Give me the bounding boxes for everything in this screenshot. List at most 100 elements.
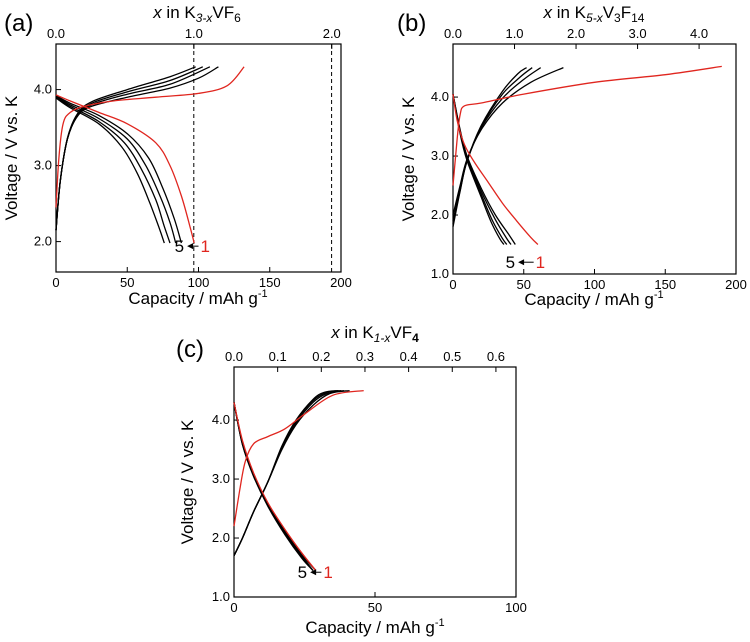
curve-a-cycle1-discharge (55, 94, 195, 244)
top-tick-label-c-5: 0.5 (443, 349, 461, 364)
curve-c-cycle3-charge (233, 389, 345, 556)
cycle-annotation-a: 15 (175, 237, 210, 256)
ticks-b: 0 50 100 150 200 1.0 2.0 3.0 4.0 0.0 1.0 2.0 3.0 4.0 (431, 26, 747, 292)
top-tick-label-c-3: 0.3 (356, 349, 374, 364)
curve-b-cycle3-discharge (452, 93, 512, 245)
plot-frame-b (452, 43, 737, 275)
curve-c-cycle5-discharge (233, 402, 314, 571)
curve-c-cycle2-discharge (233, 402, 317, 571)
top-tick-label-c-2: 0.2 (312, 349, 330, 364)
curve-a-cycle5-charge (55, 66, 196, 231)
top-tick-label-a-0: 0.0 (47, 26, 65, 41)
x-tick-label-a-3: 150 (259, 275, 281, 290)
annotation-cycle-last-a: 5 (175, 237, 184, 256)
curve-a-cycle5-discharge (55, 97, 165, 244)
x-tick-label-c-1: 50 (368, 600, 382, 615)
x-tick-label-a-1: 50 (120, 275, 134, 290)
top-tick-label-a-1: 1.0 (185, 26, 203, 41)
y-axis-title-a: Voltage / V vs. K (2, 95, 21, 220)
plot-frame-c (233, 366, 517, 598)
x-tick-label-b-3: 150 (654, 277, 676, 292)
curves-a (55, 66, 245, 244)
curve-b-cycle3-charge (452, 67, 542, 222)
curve-a-cycle3-charge (55, 66, 211, 231)
top-axis-title-a: x in K3-xVF6 (152, 3, 241, 25)
curve-c-cycle4-discharge (233, 402, 314, 571)
curve-a-cycle2-charge (55, 66, 219, 231)
annotation-cycle-first-a: 1 (201, 237, 210, 256)
panel-label-c: (c) (176, 336, 204, 363)
annotation-arrowhead-c (310, 569, 317, 576)
panel-c: (c) x in K1-xVF4 0 50 100 1.0 2.0 3.0 4.0 0.0 0.… (176, 323, 527, 637)
top-tick-label-b-0: 0.0 (444, 26, 462, 41)
x-tick-label-b-2: 100 (584, 277, 606, 292)
top-tick-label-c-6: 0.6 (487, 349, 505, 364)
y-tick-label-b-3: 4.0 (431, 89, 449, 104)
top-tick-label-b-4: 4.0 (690, 26, 708, 41)
y-tick-label-b-2: 3.0 (431, 148, 449, 163)
y-tick-label-b-0: 1.0 (431, 266, 449, 281)
x-tick-label-a-4: 200 (330, 275, 352, 290)
curve-c-cycle4-charge (233, 389, 342, 556)
x-tick-label-b-0: 0 (449, 277, 456, 292)
top-tick-label-c-1: 0.1 (269, 349, 287, 364)
x-axis-title-a: Capacity / mAh g-1 (128, 288, 267, 308)
annotation-arrowhead-a (187, 243, 194, 250)
y-tick-label-c-0: 1.0 (212, 589, 230, 604)
y-tick-label-c-3: 4.0 (212, 412, 230, 427)
curve-b-cycle1-discharge (452, 94, 539, 245)
x-axis-title-c: Capacity / mAh g-1 (305, 617, 444, 637)
top-tick-label-b-3: 3.0 (629, 26, 647, 41)
annotation-cycle-last-b: 5 (506, 253, 515, 272)
ticks-a: 0 50 100 150 200 2.0 3.0 4.0 0.0 1.0 2.0 (34, 26, 352, 290)
y-axis-title-c: Voltage / V vs. K (178, 419, 197, 544)
cycle-annotation-b: 15 (506, 253, 546, 272)
x-tick-label-a-2: 100 (188, 275, 210, 290)
curve-a-cycle4-discharge (55, 96, 171, 244)
y-tick-label-a-2: 4.0 (34, 82, 52, 97)
annotation-cycle-first-c: 1 (323, 563, 332, 582)
curve-c-cycle2-charge (233, 389, 350, 556)
x-tick-label-c-0: 0 (230, 600, 237, 615)
curve-a-cycle1-charge (55, 66, 245, 208)
x-tick-label-a-0: 0 (52, 275, 59, 290)
y-tick-label-c-2: 3.0 (212, 471, 230, 486)
top-tick-label-b-1: 1.0 (505, 26, 523, 41)
annotation-arrowhead-b (518, 259, 525, 266)
panel-label-a: (a) (4, 10, 33, 37)
curve-c-cycle1-discharge (233, 402, 317, 571)
x-axis-title-b: Capacity / mAh g-1 (524, 289, 663, 309)
x-tick-label-b-4: 200 (725, 277, 747, 292)
curve-b-cycle1-charge (452, 65, 722, 186)
curve-c-cycle1-charge (233, 389, 364, 527)
top-axis-title-b: x in K5-xV3F14 (543, 3, 645, 25)
annotation-cycle-first-b: 1 (536, 253, 545, 272)
curve-a-cycle2-discharge (55, 95, 183, 244)
y-tick-label-b-1: 2.0 (431, 207, 449, 222)
top-tick-label-b-2: 2.0 (567, 26, 585, 41)
curve-b-cycle2-discharge (452, 93, 516, 245)
y-tick-label-a-1: 3.0 (34, 158, 52, 173)
top-tick-label-c-4: 0.4 (400, 349, 418, 364)
panel-a: (a) x in K3-xVF6 0 50 100 150 200 2.0 3.0 4.0 0.… (2, 3, 352, 308)
curve-a-cycle3-discharge (55, 95, 177, 244)
y-tick-label-a-0: 2.0 (34, 234, 52, 249)
guide-lines-a (193, 44, 333, 272)
top-tick-label-c-0: 0.0 (225, 349, 243, 364)
top-tick-label-a-2: 2.0 (323, 26, 341, 41)
top-axis-title-c: x in K1-xVF4 (330, 323, 419, 345)
y-tick-label-c-1: 2.0 (212, 530, 230, 545)
curves-c (233, 389, 364, 571)
curves-b (452, 65, 722, 245)
annotation-cycle-last-c: 5 (298, 563, 307, 582)
ticks-c: 0 50 100 1.0 2.0 3.0 4.0 0.0 0.1 0.2 0.3 0.4 0.5 0.6 (212, 349, 527, 615)
curve-b-cycle2-charge (452, 67, 564, 216)
panel-label-b: (b) (397, 10, 426, 37)
curve-c-cycle3-discharge (233, 402, 314, 571)
panel-b: (b) x in K5-xV3F14 0 50 100 150 200 1.0 2.0 3.0… (397, 3, 747, 309)
x-tick-label-b-1: 50 (517, 277, 531, 292)
x-tick-label-c-2: 100 (505, 600, 527, 615)
cycle-annotation-c: 15 (298, 563, 333, 582)
y-axis-title-b: Voltage / V vs. K (399, 96, 418, 221)
